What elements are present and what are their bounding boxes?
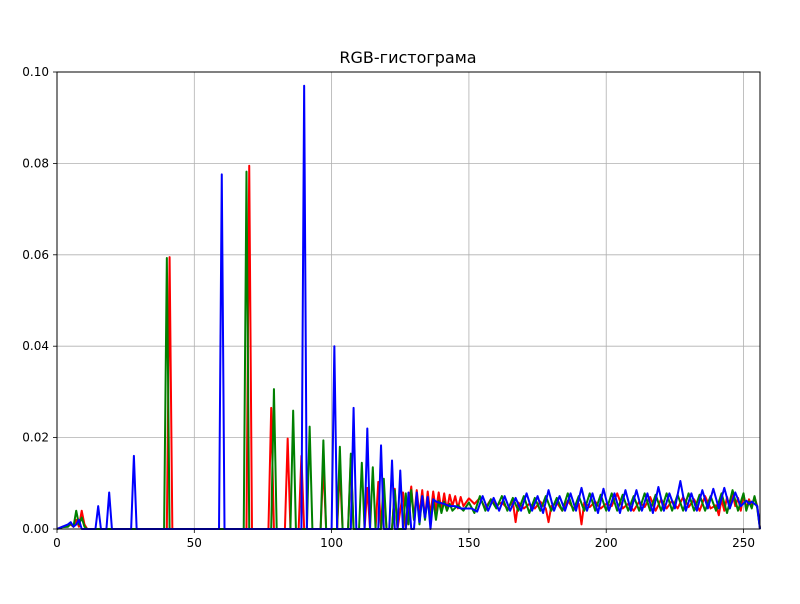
green-series-line: [56, 170, 761, 530]
y-tick-label: 0.08: [22, 156, 49, 170]
plot-frame: [56, 71, 761, 530]
x-tick-label: 250: [732, 536, 755, 550]
y-tick-label: 0.02: [22, 431, 49, 445]
y-tick-label: 0.04: [22, 339, 49, 353]
x-tick-label: 0: [53, 536, 61, 550]
x-tick-label: 100: [320, 536, 343, 550]
grid-lines: [56, 71, 760, 530]
x-tick-label: 150: [457, 536, 480, 550]
axis-ticks: 0 50 100 150 200 250 0.00 0.02 0.04 0.06 0.08 0.10: [22, 65, 755, 550]
y-tick-label: 0.00: [22, 522, 49, 536]
x-tick-label: 50: [187, 536, 202, 550]
x-tick-label: 200: [595, 536, 618, 550]
chart-title: RGB-гистограма: [339, 48, 476, 67]
plot-area: [57, 72, 760, 529]
y-tick-label: 0.06: [22, 248, 49, 262]
y-tick-label: 0.10: [22, 65, 49, 79]
